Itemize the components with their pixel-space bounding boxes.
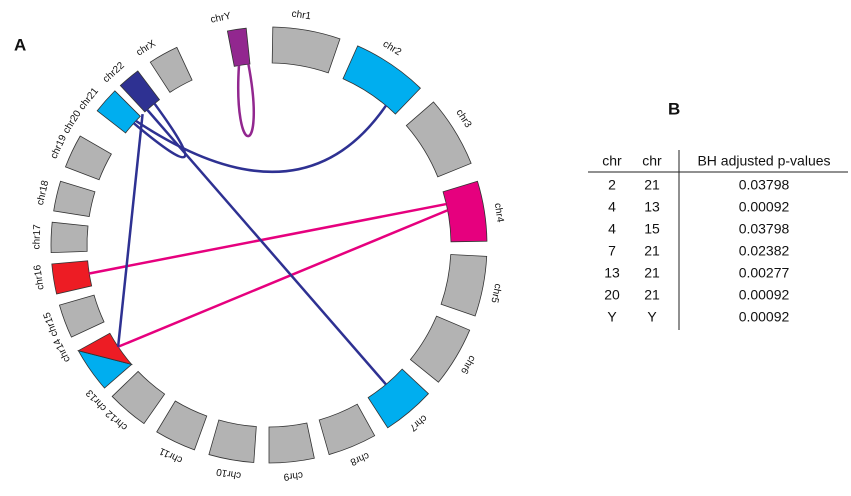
chromosome-label: chr14 bbox=[52, 336, 73, 364]
link bbox=[116, 113, 144, 347]
chromosome-segment bbox=[64, 135, 112, 181]
chromosome-label: chr11 bbox=[157, 445, 184, 465]
chromosome-segment bbox=[409, 315, 471, 383]
chromosome-segment bbox=[271, 26, 341, 74]
chromosome-segment bbox=[111, 370, 166, 425]
chromosome-label: chr4 bbox=[492, 202, 506, 223]
chromosome-segment bbox=[53, 180, 96, 217]
link bbox=[89, 202, 447, 275]
chromosome-segment bbox=[208, 419, 257, 463]
chromosome-segment bbox=[51, 260, 93, 295]
chromosome-label: chr13 bbox=[84, 387, 109, 413]
table-cell: 0.00277 bbox=[739, 265, 790, 281]
table: chr chr BH adjusted p-values 2 21 0.03798 4 13 0… bbox=[588, 150, 848, 330]
table-cell: 13 bbox=[604, 265, 620, 281]
table-header: chr bbox=[642, 153, 662, 169]
table-header: chr bbox=[602, 153, 622, 169]
chromosome-label: chr10 bbox=[215, 466, 242, 481]
link bbox=[237, 63, 255, 138]
table-cell: 4 bbox=[608, 221, 616, 237]
chromosome-segment bbox=[342, 45, 422, 115]
chromosome-segment bbox=[442, 180, 488, 243]
chromosome-segment bbox=[58, 294, 105, 338]
table-cell: 7 bbox=[608, 243, 616, 259]
table-cell: 15 bbox=[644, 221, 660, 237]
chromosome-label: chr12 bbox=[104, 407, 130, 432]
table-cell: 0.00092 bbox=[739, 309, 790, 325]
chromosome-label: chr15 bbox=[42, 310, 61, 338]
chromosome-label: chr5 bbox=[488, 283, 503, 305]
table-cell: 21 bbox=[644, 177, 660, 193]
chromosome-label: chr22 bbox=[101, 60, 127, 85]
table-cell: 4 bbox=[608, 199, 616, 215]
chromosome-segment bbox=[96, 90, 141, 134]
chromosome-segment bbox=[367, 368, 430, 429]
chromosome-segment bbox=[226, 27, 251, 67]
table-cell: Y bbox=[607, 309, 617, 325]
table-cell: 0.03798 bbox=[739, 221, 790, 237]
table-cell: 21 bbox=[644, 287, 660, 303]
chromosome-label: chr17 bbox=[31, 224, 43, 250]
chromosome-label: chr6 bbox=[458, 353, 478, 376]
chromosome-segment bbox=[405, 101, 472, 178]
table-header: BH adjusted p-values bbox=[697, 153, 830, 169]
chromosome-label: chr3 bbox=[454, 108, 474, 131]
table-cell: 0.00092 bbox=[739, 199, 790, 215]
circos-plot: chr1 chr2 chr3 chr4 chr5 chr6 chr7 chr8 chr9 chr1… bbox=[31, 9, 505, 483]
chromosome-segment bbox=[50, 221, 89, 254]
table-cell: 0.00092 bbox=[739, 287, 790, 303]
chromosome-segment bbox=[440, 254, 488, 317]
chromosome-label: chr9 bbox=[283, 469, 304, 482]
chromosome-label: chr20 bbox=[61, 108, 84, 135]
panel-label: B bbox=[668, 99, 680, 118]
table-cell: 21 bbox=[644, 265, 660, 281]
table-cell: 21 bbox=[644, 243, 660, 259]
chromosome-segment bbox=[318, 403, 376, 456]
chromosome-segment bbox=[268, 422, 315, 464]
chromosome-label: chrX bbox=[134, 38, 158, 58]
table-cell: 20 bbox=[604, 287, 620, 303]
link bbox=[146, 108, 387, 386]
table-cell: 0.03798 bbox=[739, 177, 790, 193]
chromosome-label: chr2 bbox=[381, 39, 404, 59]
panel-label: A bbox=[14, 35, 26, 54]
table-cell: 0.02382 bbox=[739, 243, 790, 259]
table-cell: 2 bbox=[608, 177, 616, 193]
chromosome-label: chr1 bbox=[291, 9, 312, 23]
chromosome-segment bbox=[77, 332, 133, 366]
chromosome-segment bbox=[156, 400, 208, 451]
chromosome-label: chr8 bbox=[348, 450, 371, 468]
chromosome-label: chr21 bbox=[77, 86, 102, 113]
chromosome-segment bbox=[119, 70, 161, 113]
table-cell: Y bbox=[647, 309, 657, 325]
link bbox=[117, 209, 449, 348]
chromosome-label: chrY bbox=[210, 11, 233, 26]
link bbox=[132, 102, 187, 159]
table-cell: 13 bbox=[644, 199, 660, 215]
chromosome-label: chr7 bbox=[407, 412, 429, 433]
chromosome-label: chr19 bbox=[49, 133, 70, 161]
chromosome-label: chr16 bbox=[32, 264, 46, 291]
chromosome-segment bbox=[149, 46, 193, 93]
chromosome-label: chr18 bbox=[35, 179, 51, 206]
